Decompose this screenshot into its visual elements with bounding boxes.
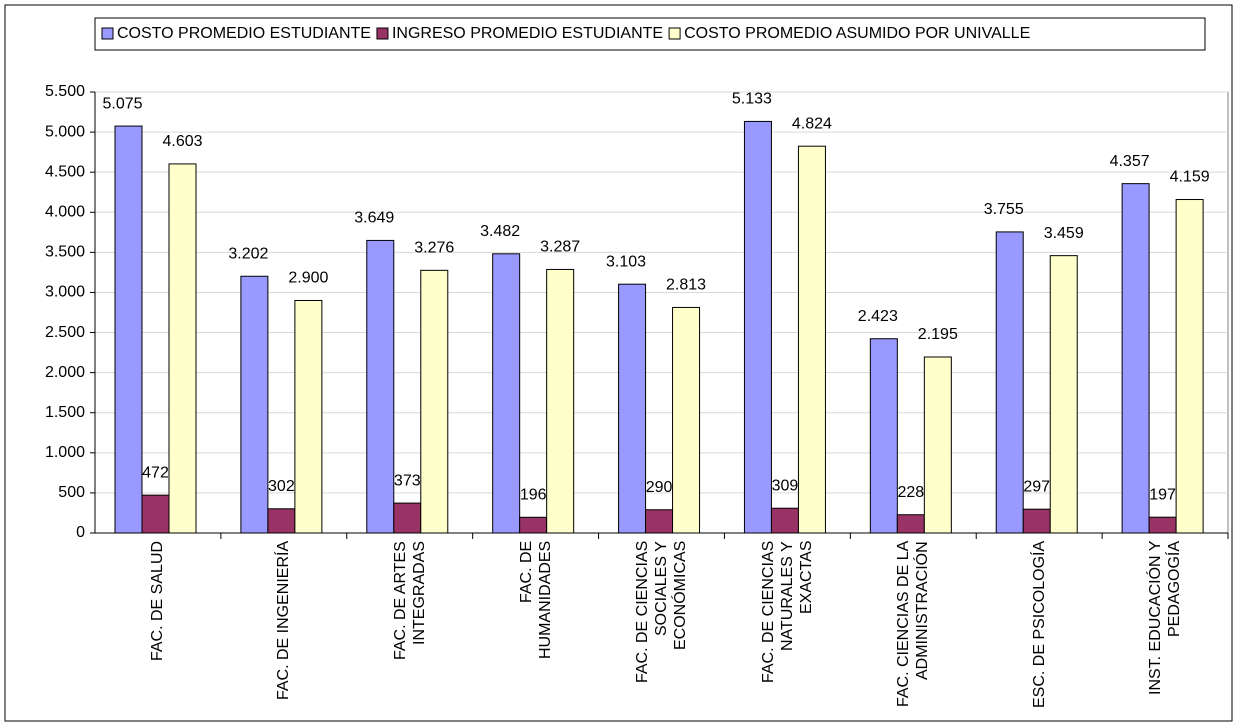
data-label: 3.103 [606, 253, 646, 270]
legend-label: COSTO PROMEDIO ASUMIDO POR UNIVALLE [684, 25, 1030, 42]
data-label: 4.824 [792, 115, 832, 132]
y-tick-label: 4.000 [45, 203, 85, 220]
bar [366, 239, 395, 534]
data-label: 297 [1023, 478, 1050, 495]
x-tick-label: FAC. DE CIENCIAS SOCIALES Y ECONÓMICAS [634, 541, 689, 684]
bar [519, 516, 548, 534]
data-label: 3.287 [540, 239, 580, 256]
data-label: 3.459 [1044, 225, 1084, 242]
legend-label: INGRESO PROMEDIO ESTUDIANTE [392, 25, 663, 42]
bar [168, 163, 197, 534]
x-tick-label: FAC. DE CIENCIAS NATURALES Y EXACTAS [759, 541, 815, 684]
bar [645, 509, 674, 534]
data-label: 2.195 [918, 326, 958, 343]
bar [896, 514, 925, 534]
x-tick-label: FAC. DE HUMANIDADES [517, 541, 554, 660]
bar [869, 338, 898, 534]
y-tick-label: 500 [58, 484, 85, 501]
legend-swatch [101, 27, 114, 40]
bar [1049, 255, 1078, 534]
bar [743, 120, 772, 534]
bar [672, 306, 701, 534]
legend-label: COSTO PROMEDIO ESTUDIANTE [117, 25, 371, 42]
data-label: 4.357 [1110, 153, 1150, 170]
bar [797, 145, 826, 534]
bar [1022, 508, 1051, 534]
y-tick-label: 1.500 [45, 404, 85, 421]
data-label: 3.482 [480, 223, 520, 240]
data-label: 2.423 [858, 308, 898, 325]
bar [141, 494, 170, 534]
y-tick-label: 5.000 [45, 123, 85, 140]
data-label: 5.133 [732, 91, 772, 108]
legend-swatch [668, 27, 681, 40]
bar [420, 269, 449, 534]
bar [618, 283, 647, 534]
data-label: 472 [142, 464, 169, 481]
y-tick-label: 0 [76, 524, 85, 541]
bar [1121, 183, 1150, 534]
data-label: 373 [394, 472, 421, 489]
x-tick-label: FAC. DE SALUD [149, 541, 167, 662]
legend-box [94, 17, 1206, 51]
bar [492, 253, 521, 534]
data-label: 228 [897, 484, 924, 501]
bar [240, 275, 269, 534]
x-tick-label: INST. EDUCACIÓN Y PEDAGOGÍA [1147, 541, 1184, 696]
y-tick-label: 2.000 [45, 364, 85, 381]
y-tick-label: 5.500 [45, 83, 85, 100]
data-label: 3.202 [228, 245, 268, 262]
legend-swatch [376, 27, 389, 40]
data-label: 2.900 [288, 270, 328, 287]
data-label: 290 [646, 479, 673, 496]
bar [546, 268, 575, 534]
bar [995, 231, 1024, 534]
x-tick-label: ESC. DE PSICOLOGÍA [1030, 541, 1048, 709]
bar [923, 356, 952, 534]
bar [1148, 516, 1177, 534]
data-label: 3.276 [414, 240, 454, 257]
x-tick-label: FAC. DE ARTES INTEGRADAS [391, 541, 428, 660]
y-tick-label: 4.500 [45, 163, 85, 180]
data-label: 197 [1149, 486, 1176, 503]
x-tick-label: FAC. CIENCIAS DE LA ADMINISTRACIÓN [895, 541, 932, 708]
bar [267, 508, 296, 534]
y-tick-label: 3.500 [45, 244, 85, 261]
x-tick-label: FAC. DE INGENIERÍA [275, 541, 293, 701]
data-label: 4.603 [162, 133, 202, 150]
data-label: 302 [268, 478, 295, 495]
bar [770, 507, 799, 534]
bar [114, 125, 143, 534]
data-label: 3.649 [354, 210, 394, 227]
bar [1175, 199, 1204, 534]
y-tick-label: 3.000 [45, 284, 85, 301]
data-label: 4.159 [1170, 169, 1210, 186]
data-label: 2.813 [666, 277, 706, 294]
data-label: 3.755 [984, 201, 1024, 218]
data-label: 5.075 [102, 95, 142, 112]
bar [393, 502, 422, 534]
bar [294, 299, 323, 534]
y-tick-label: 1.000 [45, 444, 85, 461]
data-label: 309 [772, 477, 799, 494]
y-tick-label: 2.500 [45, 324, 85, 341]
data-label: 196 [520, 487, 547, 504]
